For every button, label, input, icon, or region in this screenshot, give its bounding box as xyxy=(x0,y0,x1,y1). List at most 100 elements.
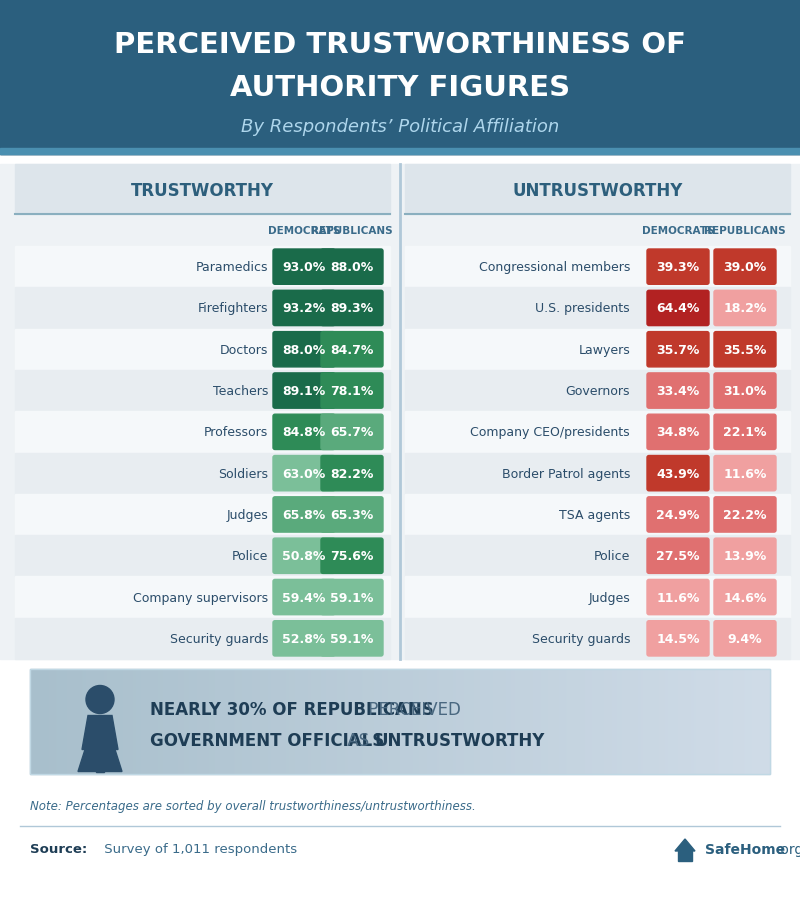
Bar xyxy=(480,670,481,774)
Bar xyxy=(542,670,543,774)
Polygon shape xyxy=(78,750,122,772)
Bar xyxy=(459,670,460,774)
Text: 34.8%: 34.8% xyxy=(656,425,700,439)
Bar xyxy=(742,670,743,774)
Bar xyxy=(34,670,35,774)
Bar xyxy=(307,670,308,774)
Bar xyxy=(248,670,249,774)
FancyBboxPatch shape xyxy=(321,579,383,615)
Bar xyxy=(83,670,84,774)
Bar xyxy=(616,670,617,774)
Bar xyxy=(515,670,516,774)
Bar xyxy=(735,670,736,774)
Text: 35.5%: 35.5% xyxy=(723,343,766,356)
Bar xyxy=(92,670,93,774)
Bar xyxy=(445,670,446,774)
Bar xyxy=(94,670,95,774)
Text: 65.8%: 65.8% xyxy=(282,508,326,521)
Bar xyxy=(594,670,595,774)
Bar xyxy=(43,670,44,774)
Bar xyxy=(633,670,634,774)
Bar xyxy=(561,670,562,774)
Bar xyxy=(600,670,601,774)
Bar xyxy=(666,670,667,774)
Bar xyxy=(367,670,368,774)
Bar xyxy=(207,670,208,774)
Bar xyxy=(691,670,692,774)
Bar xyxy=(538,670,539,774)
FancyBboxPatch shape xyxy=(714,291,776,326)
Bar xyxy=(506,670,507,774)
Bar xyxy=(41,670,42,774)
Bar xyxy=(326,670,327,774)
Bar xyxy=(256,670,257,774)
Bar xyxy=(117,670,118,774)
Bar xyxy=(158,670,159,774)
Bar xyxy=(405,247,790,288)
Bar xyxy=(51,670,52,774)
Bar xyxy=(224,670,225,774)
Bar xyxy=(124,670,125,774)
Bar xyxy=(508,670,509,774)
Bar xyxy=(398,670,399,774)
Bar xyxy=(646,670,647,774)
Bar xyxy=(353,670,354,774)
Bar xyxy=(447,670,448,774)
Bar xyxy=(67,670,68,774)
Bar xyxy=(663,670,664,774)
Bar xyxy=(255,670,256,774)
Bar xyxy=(222,670,223,774)
Bar xyxy=(299,670,300,774)
Bar xyxy=(718,670,719,774)
Text: Police: Police xyxy=(594,549,630,563)
Bar xyxy=(573,670,574,774)
Bar xyxy=(179,670,180,774)
Text: 93.2%: 93.2% xyxy=(282,302,326,315)
Bar xyxy=(741,670,742,774)
Bar xyxy=(766,670,767,774)
Text: GOVERNMENT OFFICIALS: GOVERNMENT OFFICIALS xyxy=(150,732,384,750)
Bar xyxy=(643,670,644,774)
Bar xyxy=(134,670,135,774)
Bar xyxy=(321,670,322,774)
Bar xyxy=(661,670,662,774)
FancyBboxPatch shape xyxy=(647,415,709,450)
Bar xyxy=(135,670,136,774)
Bar xyxy=(636,670,637,774)
Bar xyxy=(437,670,438,774)
Bar xyxy=(689,670,690,774)
Bar xyxy=(473,670,474,774)
Bar xyxy=(676,670,677,774)
Bar xyxy=(166,670,167,774)
Bar xyxy=(453,670,454,774)
Bar xyxy=(160,670,161,774)
Bar xyxy=(61,670,62,774)
Text: REPUBLICANS: REPUBLICANS xyxy=(704,226,786,236)
Bar xyxy=(370,670,371,774)
Bar xyxy=(463,670,464,774)
Bar xyxy=(678,670,679,774)
Bar xyxy=(541,670,542,774)
Text: Company CEO/presidents: Company CEO/presidents xyxy=(470,425,630,439)
Bar xyxy=(415,670,416,774)
Bar xyxy=(675,670,676,774)
Bar xyxy=(297,670,298,774)
Bar xyxy=(448,670,449,774)
Bar xyxy=(231,670,232,774)
Text: UNTRUSTWORTHY: UNTRUSTWORTHY xyxy=(375,732,546,750)
Bar xyxy=(167,670,168,774)
Bar xyxy=(613,670,614,774)
Bar xyxy=(133,670,134,774)
Bar xyxy=(578,670,579,774)
Bar xyxy=(611,670,612,774)
Text: 43.9%: 43.9% xyxy=(656,467,700,480)
Bar xyxy=(245,670,246,774)
Bar xyxy=(590,670,591,774)
Bar xyxy=(748,670,749,774)
Bar xyxy=(109,670,110,774)
Bar xyxy=(157,670,158,774)
Bar xyxy=(249,670,250,774)
Bar xyxy=(557,670,558,774)
Bar xyxy=(200,670,201,774)
Bar xyxy=(760,670,761,774)
